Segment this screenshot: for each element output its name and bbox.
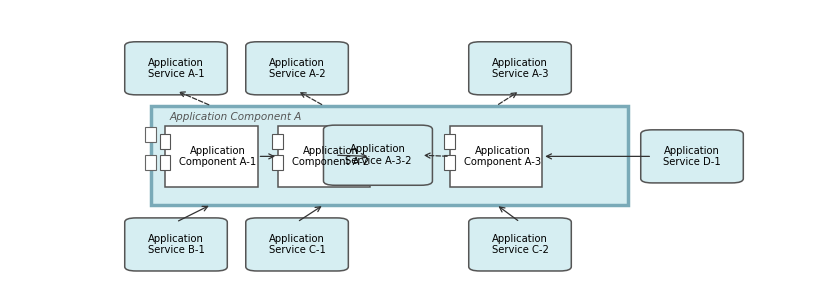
- Text: Application Component A: Application Component A: [169, 112, 302, 122]
- FancyBboxPatch shape: [246, 218, 349, 271]
- FancyBboxPatch shape: [246, 42, 349, 95]
- Bar: [159, 134, 170, 149]
- FancyBboxPatch shape: [469, 42, 571, 95]
- Text: Application
Service B-1: Application Service B-1: [148, 234, 205, 255]
- Bar: [145, 155, 155, 170]
- Text: Application
Service D-1: Application Service D-1: [663, 145, 721, 167]
- Bar: [445, 134, 455, 149]
- FancyBboxPatch shape: [469, 218, 571, 271]
- FancyBboxPatch shape: [125, 218, 228, 271]
- Bar: [272, 134, 283, 149]
- FancyBboxPatch shape: [125, 42, 228, 95]
- Bar: [150, 106, 628, 205]
- Bar: [445, 155, 455, 170]
- Text: Application
Service A-3: Application Service A-3: [492, 58, 548, 79]
- Text: Application
Service C-2: Application Service C-2: [492, 234, 548, 255]
- Text: Application
Service A-2: Application Service A-2: [269, 58, 326, 79]
- Bar: [450, 126, 543, 187]
- Bar: [145, 127, 155, 142]
- FancyBboxPatch shape: [640, 130, 743, 183]
- Text: Application
Service A-1: Application Service A-1: [148, 58, 205, 79]
- Bar: [165, 126, 257, 187]
- Bar: [272, 155, 283, 170]
- Text: Application
Component A-2: Application Component A-2: [292, 145, 369, 167]
- Bar: [278, 126, 370, 187]
- Text: Application
Service C-1: Application Service C-1: [269, 234, 326, 255]
- Text: Application
Component A-3: Application Component A-3: [464, 145, 541, 167]
- Text: Application
Component A-1: Application Component A-1: [179, 145, 256, 167]
- Bar: [159, 155, 170, 170]
- Text: Application
Service A-3-2: Application Service A-3-2: [344, 144, 411, 166]
- FancyBboxPatch shape: [324, 125, 432, 185]
